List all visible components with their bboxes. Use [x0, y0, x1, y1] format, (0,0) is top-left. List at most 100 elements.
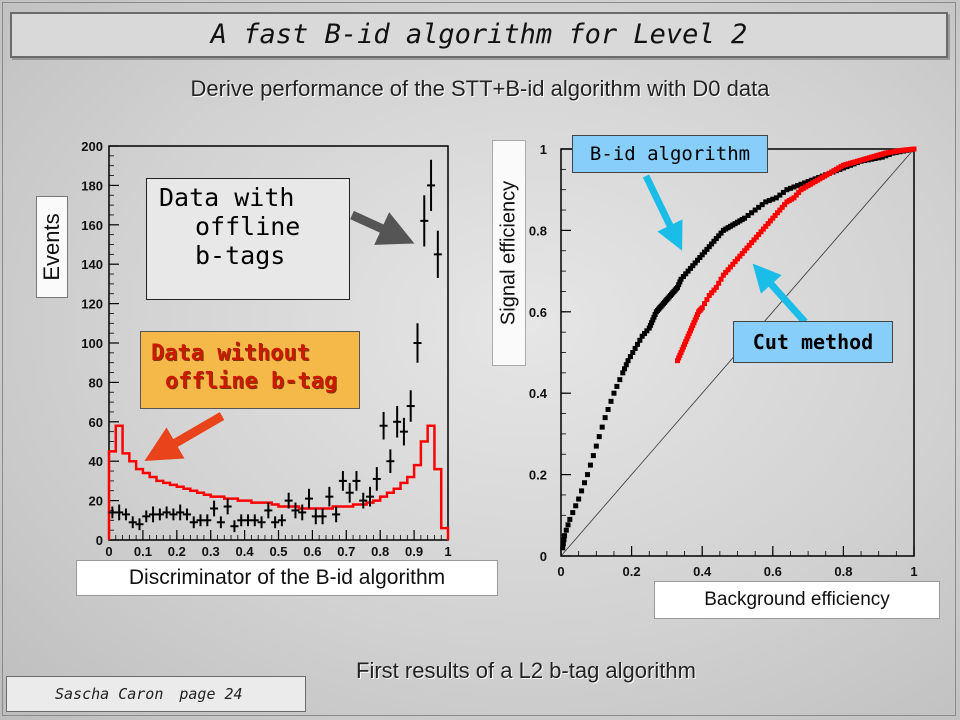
histogram-series-btag — [108, 159, 442, 533]
roc-point-cut — [692, 317, 698, 323]
annotation-cut-method-text: Cut method — [752, 330, 874, 354]
roc-point-cut — [770, 215, 776, 221]
histogram-x-tick-label: 0.5 — [269, 544, 287, 559]
roc-point-bid — [742, 215, 748, 221]
roc-series-cut — [674, 146, 917, 364]
histogram-y-tick-label: 80 — [89, 375, 103, 390]
roc-point-bid — [627, 354, 633, 360]
roc-point-bid — [642, 331, 648, 337]
roc-point-bid — [699, 252, 705, 258]
roc-point-bid — [805, 179, 811, 185]
roc-point-bid — [690, 263, 696, 269]
arrow-to-no-btag-peak — [144, 412, 225, 462]
roc-point-bid — [651, 314, 657, 320]
roc-point-bid — [573, 503, 579, 509]
roc-point-cut — [723, 269, 729, 275]
roc-point-cut — [791, 195, 797, 201]
roc-point-cut — [680, 344, 686, 350]
histogram-x-tick-label: 1 — [444, 544, 451, 559]
roc-point-bid — [650, 317, 656, 323]
roc-point-bid — [680, 274, 686, 280]
roc-point-bid — [647, 322, 653, 328]
roc-point-bid — [879, 154, 885, 160]
roc-point-cut — [746, 242, 752, 248]
roc-point-bid — [777, 192, 783, 198]
roc-y-tick-label: 0.4 — [529, 386, 548, 401]
roc-point-bid — [683, 271, 689, 277]
histogram-x-tick-label: 0.3 — [202, 544, 220, 559]
roc-point-cut — [735, 256, 740, 262]
annotation-with-btags-line3: b-tags — [195, 241, 286, 270]
histogram-y-tick-label: 180 — [81, 178, 103, 193]
roc-point-bid — [784, 187, 790, 193]
roc-point-bid — [676, 282, 682, 288]
roc-point-bid — [704, 246, 710, 252]
histogram-y-tick-labels: 0 20 40 60 80 100 120 140 160 180 200 — [81, 139, 103, 548]
roc-x-tick-label: 0 — [557, 564, 564, 579]
roc-y-label-box: Signal efficiency — [492, 140, 526, 366]
roc-point-bid — [561, 537, 567, 543]
roc-point-cut — [718, 276, 724, 282]
roc-point-bid — [637, 337, 643, 343]
histogram-y-tick-label: 160 — [81, 218, 103, 233]
roc-point-bid — [697, 255, 703, 261]
histogram-series-no-btag — [107, 424, 450, 540]
roc-point-bid — [614, 383, 620, 389]
roc-x-tick-label: 0.8 — [834, 564, 852, 579]
roc-point-bid — [766, 198, 772, 204]
roc-point-bid — [749, 210, 755, 216]
roc-point-bid — [711, 238, 717, 244]
roc-point-cut — [727, 264, 733, 270]
roc-y-tick-label: 0.6 — [529, 305, 547, 320]
roc-point-bid — [694, 257, 700, 263]
histogram-x-tick-label: 0 — [105, 544, 112, 559]
roc-point-bid — [791, 184, 797, 190]
roc-point-cut — [674, 358, 680, 364]
roc-point-cut — [760, 226, 766, 232]
roc-point-bid — [802, 180, 808, 186]
roc-point-bid — [745, 212, 751, 218]
roc-point-bid — [584, 472, 590, 478]
roc-point-bid — [773, 195, 779, 201]
histogram-x-tick-label: 0.9 — [405, 544, 423, 559]
roc-x-tick-label: 0.6 — [764, 564, 782, 579]
roc-point-cut — [725, 267, 731, 273]
roc-point-bid — [798, 181, 804, 187]
roc-point-cut — [679, 347, 685, 353]
page-number: page 24 — [179, 685, 243, 703]
roc-point-bid — [780, 189, 786, 195]
roc-point-cut — [777, 207, 783, 213]
arrow-to-btag-peak — [350, 210, 415, 245]
roc-point-bid — [677, 279, 683, 285]
roc-point-bid — [579, 488, 585, 494]
roc-y-label: Signal efficiency — [497, 180, 520, 326]
roc-point-cut — [685, 333, 691, 339]
histogram-x-tick-labels: 0 0.1 0.2 0.3 0.4 0.5 0.6 0.7 0.8 0.9 1 — [105, 544, 451, 559]
roc-point-cut — [756, 231, 762, 237]
roc-point-cut — [694, 312, 700, 318]
histogram-y-tick-label: 200 — [81, 139, 103, 154]
author-box: Sascha Caron page 24 — [6, 676, 306, 712]
roc-point-bid — [570, 510, 576, 516]
annotation-cut-method: Cut method — [733, 321, 893, 363]
histogram-x-tick-label: 0.8 — [371, 544, 389, 559]
roc-point-bid — [759, 202, 765, 208]
roc-point-bid — [611, 390, 617, 396]
roc-point-bid — [562, 533, 568, 539]
roc-point-bid — [787, 185, 793, 191]
roc-point-cut — [911, 146, 917, 152]
histogram-y-tick-label: 20 — [89, 494, 103, 509]
roc-point-cut — [676, 355, 682, 361]
roc-x-tick-label: 1 — [910, 564, 917, 579]
roc-point-cut — [690, 322, 696, 328]
roc-point-bid — [587, 462, 593, 468]
histogram-x-tick-label: 0.2 — [168, 544, 186, 559]
roc-point-cut — [732, 259, 738, 265]
roc-point-cut — [713, 284, 719, 290]
roc-point-bid — [630, 350, 636, 355]
roc-point-cut — [693, 314, 699, 320]
roc-point-bid — [685, 268, 691, 274]
roc-point-cut — [699, 305, 705, 311]
